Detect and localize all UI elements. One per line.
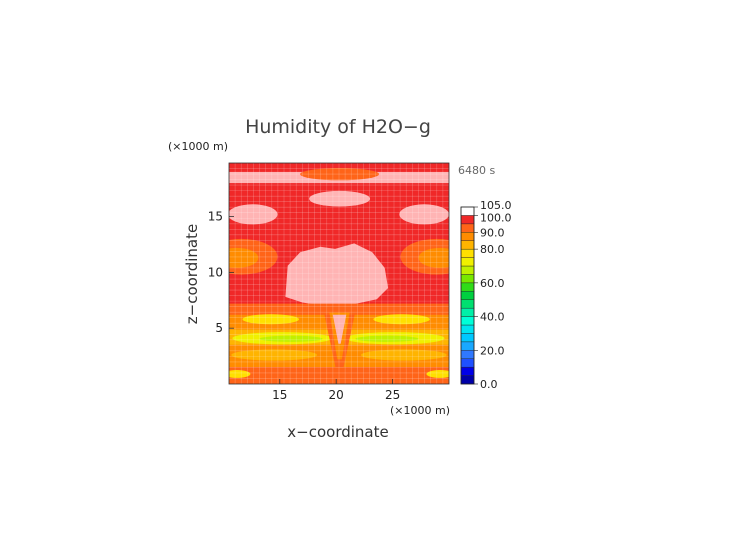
y-axis-label: z−coordinate [183,224,201,324]
x-axis-label: x−coordinate [287,423,388,441]
colorbar-label: 20.0 [480,344,505,357]
colorbar-label: 105.0 [480,199,512,212]
colorbar-swatch [460,223,475,233]
colorbar-label: 60.0 [480,277,505,290]
y-tick-label: 5 [215,321,223,335]
heatmap-region-upper-warm-ribbon [300,168,380,181]
colorbar-swatch [460,248,475,258]
colorbar-swatch [460,232,475,241]
heatmap-region-dry-layer-left-lime [259,335,323,342]
y-tick-label: 15 [208,210,223,224]
colorbar-swatch [460,366,475,376]
colorbar-swatch [460,358,475,368]
colorbar-swatch [460,215,475,225]
x-unit-label: (×1000 m) [390,404,450,417]
colorbar-swatch [460,274,475,284]
colorbar-swatch [460,282,475,292]
colorbar-swatch [460,333,475,343]
heatmap-region-lower-layer-orange-a [231,349,317,361]
heatmap-region-lower-layer-orange-b [361,349,447,361]
x-tick-label: 25 [385,388,400,402]
colorbar-label: 0.0 [480,378,498,391]
colorbar-swatch [460,299,475,309]
x-tick-label: 20 [329,388,344,402]
colorbar-swatch [460,291,475,300]
heatmap-region-surface-yellow-left [229,370,251,378]
colorbar-swatch [460,324,475,334]
colorbar-swatch [460,350,475,359]
colorbar-label: 40.0 [480,311,505,324]
y-tick-label: 10 [208,265,223,279]
heatmap-region-saturated-upper-cap [309,190,371,207]
heatmap-field [229,163,449,384]
colorbar-label: 80.0 [480,243,505,256]
heatmap-region-surface-layer [229,367,449,384]
heatmap-region-mid-band-yellow-left [242,314,299,325]
heatmap-region-mid-band-yellow-right [373,314,430,325]
heatmap-region-saturated-left-lobe [229,204,278,225]
time-label: 6480 s [458,164,495,177]
colorbar-swatch [460,240,475,250]
chart-title: Humidity of H2O−g [245,116,431,138]
colorbar-frame [460,206,475,385]
heatmap-grid [229,163,449,384]
colorbar-swatch [460,265,475,275]
heatmap-region-left-moist-core [229,247,259,268]
heatmap-region-saturated-core [285,243,389,311]
heatmap-region-plume-core [332,314,347,344]
colorbar-label: 90.0 [480,226,505,239]
heatmap-region-surface-yellow-right [426,370,449,378]
colorbar-swatch [460,316,475,326]
heatmap-region-right-moist-core [418,247,449,268]
colorbar-swatch [460,375,475,385]
y-unit-label: (×1000 m) [168,140,228,153]
heatmap-region-saturated-right-lobe [399,204,449,225]
colorbar-swatch [460,341,475,351]
colorbar-swatch [460,307,475,317]
colorbar-label: 100.0 [480,211,512,224]
plot-frame [228,162,450,385]
heatmap-region-dry-layer-right-lime [355,335,419,342]
colorbar-swatch [460,206,475,216]
colorbar-swatch [460,257,475,267]
x-tick-label: 15 [272,388,287,402]
